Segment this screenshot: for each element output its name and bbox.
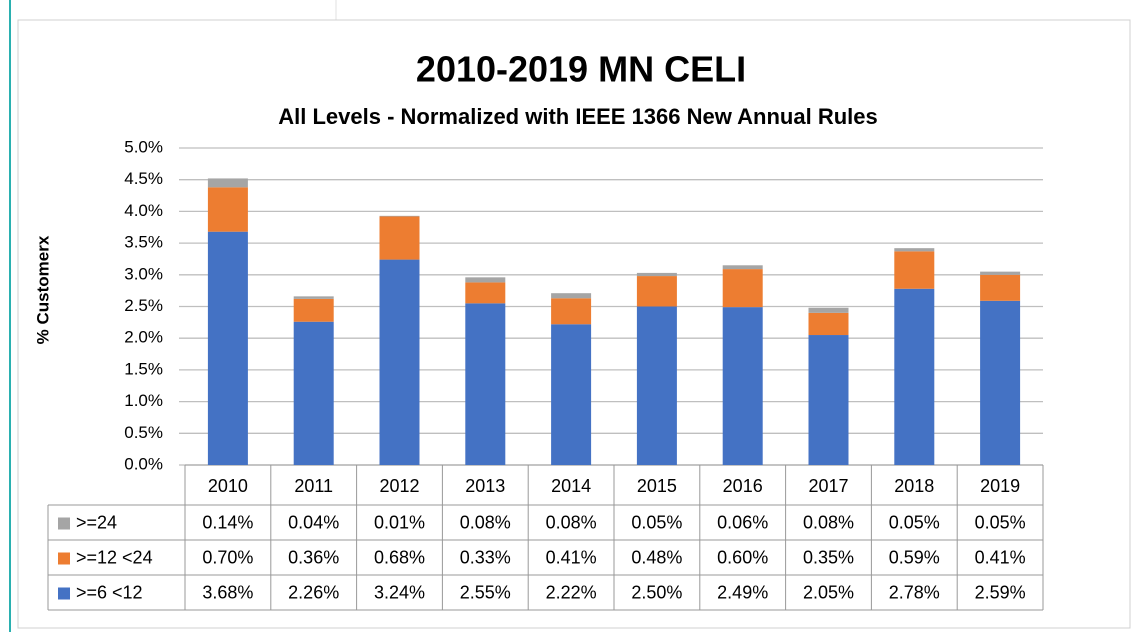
legend-label: >=12 <24 <box>76 547 153 567</box>
y-tick-label: 0.5% <box>124 423 163 442</box>
bar-segment <box>894 288 935 465</box>
y-tick-label: 5.0% <box>124 137 163 156</box>
legend-key <box>58 552 70 565</box>
table-value: 0.48% <box>631 547 682 567</box>
table-value: 0.59% <box>889 547 940 567</box>
table-value: 0.68% <box>374 547 425 567</box>
x-tick-label: 2018 <box>894 476 934 496</box>
bar-segment <box>722 265 763 270</box>
bar-segment <box>808 307 849 313</box>
bar-segment <box>980 300 1021 465</box>
table-value: 0.70% <box>202 547 253 567</box>
table-value: 0.08% <box>803 512 854 532</box>
bar-segment <box>980 271 1021 275</box>
bar-segment <box>551 293 592 299</box>
legend-key <box>58 517 70 530</box>
table-value: 0.06% <box>717 512 768 532</box>
chart-subtitle: All Levels - Normalized with IEEE 1366 N… <box>278 104 877 129</box>
table-value: 0.05% <box>631 512 682 532</box>
x-tick-label: 2010 <box>208 476 248 496</box>
bar-segment <box>722 269 763 308</box>
bar-segment <box>207 178 248 188</box>
x-tick-label: 2011 <box>294 476 333 496</box>
y-axis-label: % Customerx <box>33 235 52 344</box>
bar-segment <box>379 216 420 260</box>
bar-segment <box>636 272 677 277</box>
bar-segment <box>808 312 849 336</box>
y-tick-label: 3.5% <box>124 233 163 252</box>
x-tick-label: 2015 <box>637 476 677 496</box>
chart-frame <box>17 19 1131 629</box>
table-value: 2.59% <box>975 582 1026 602</box>
bar-segment <box>551 324 592 465</box>
table-value: 0.60% <box>717 547 768 567</box>
y-tick-label: 4.0% <box>124 201 163 220</box>
table-value: 0.36% <box>288 547 339 567</box>
bar-segment <box>293 296 334 299</box>
table-value: 0.41% <box>546 547 597 567</box>
table-value: 0.14% <box>202 512 253 532</box>
y-tick-label: 1.0% <box>124 391 163 410</box>
bar-segment <box>465 277 506 283</box>
bar-segment <box>293 321 334 465</box>
x-tick-label: 2019 <box>980 476 1020 496</box>
table-value: 2.50% <box>631 582 682 602</box>
bar-segment <box>465 282 506 304</box>
legend-key <box>58 587 70 600</box>
y-tick-label: 0.0% <box>124 454 163 473</box>
table-value: 0.05% <box>889 512 940 532</box>
table-value: 3.24% <box>374 582 425 602</box>
table-value: 0.35% <box>803 547 854 567</box>
chart-title: 2010-2019 MN CELI <box>416 49 746 90</box>
y-tick-label: 4.5% <box>124 169 163 188</box>
legend-label: >=6 <12 <box>76 582 143 602</box>
table-value: 0.41% <box>975 547 1026 567</box>
x-tick-label: 2013 <box>465 476 505 496</box>
table-value: 2.78% <box>889 582 940 602</box>
x-tick-label: 2017 <box>808 476 848 496</box>
bar-segment <box>207 187 248 232</box>
table-value: 2.55% <box>460 582 511 602</box>
table-value: 2.05% <box>803 582 854 602</box>
table-value: 0.01% <box>374 512 425 532</box>
bar-segment <box>894 251 935 289</box>
table-value: 0.08% <box>546 512 597 532</box>
bar-segment <box>722 307 763 465</box>
bar-segment <box>808 335 849 465</box>
table-value: 0.08% <box>460 512 511 532</box>
x-tick-label: 2016 <box>723 476 763 496</box>
bar-segment <box>894 248 935 252</box>
table-value: 2.26% <box>288 582 339 602</box>
x-tick-label: 2012 <box>379 476 419 496</box>
x-tick-label: 2014 <box>551 476 591 496</box>
table-value: 0.33% <box>460 547 511 567</box>
bar-segment <box>379 259 420 465</box>
table-value: 2.49% <box>717 582 768 602</box>
table-value: 3.68% <box>202 582 253 602</box>
bar-segment <box>980 274 1021 301</box>
table-value: 2.22% <box>546 582 597 602</box>
bar-segment <box>207 231 248 465</box>
table-value: 0.05% <box>975 512 1026 532</box>
bar-segment <box>379 215 420 217</box>
y-tick-label: 2.5% <box>124 296 163 315</box>
y-tick-label: 1.5% <box>124 359 163 378</box>
bar-segment <box>636 276 677 307</box>
legend-label: >=24 <box>76 512 117 532</box>
y-tick-label: 2.0% <box>124 328 163 347</box>
bar-segment <box>551 298 592 325</box>
table-value: 0.04% <box>288 512 339 532</box>
bar-segment <box>293 298 334 322</box>
bar-segment <box>465 303 506 465</box>
y-tick-label: 3.0% <box>124 264 163 283</box>
bar-segment <box>636 306 677 465</box>
